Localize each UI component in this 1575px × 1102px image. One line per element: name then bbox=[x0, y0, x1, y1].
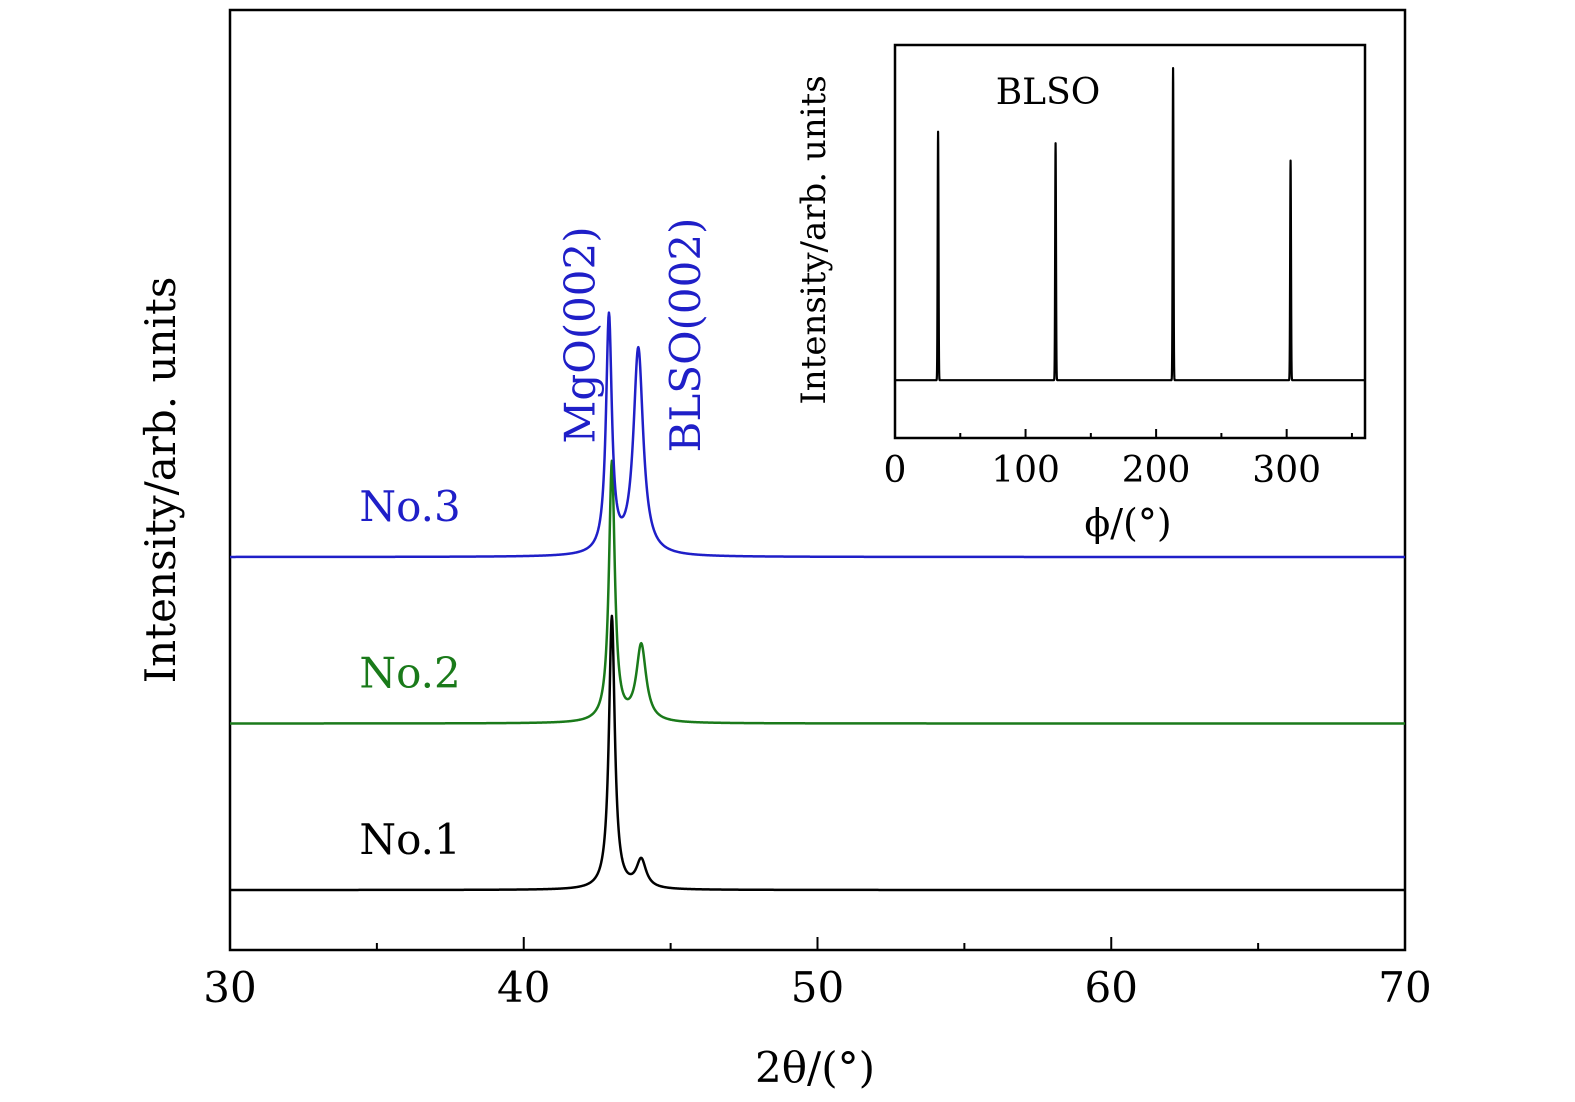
main-x-tick-label: 40 bbox=[497, 963, 550, 1012]
main-chart: 30 40 50 60 70 No.1 No.2 No.3 MgO(002) BLSO(002… bbox=[136, 8, 1432, 1092]
main-x-tick-label: 30 bbox=[203, 963, 256, 1012]
inset-x-tick-label: 300 bbox=[1252, 450, 1321, 491]
inset-x-axis-label: ϕ/(°) bbox=[1084, 501, 1171, 545]
inset-series-line bbox=[894, 67, 1366, 382]
main-annotations: MgO(002) BLSO(002) bbox=[555, 218, 710, 453]
series-label: No.2 bbox=[359, 649, 460, 698]
inset-x-ticks: 0 100 200 300 bbox=[884, 429, 1353, 491]
peak-annotation: BLSO(002) bbox=[661, 218, 710, 453]
main-x-ticks: 30 40 50 60 70 bbox=[203, 937, 1432, 1012]
series-label: No.3 bbox=[359, 482, 460, 531]
inset-y-axis-label: Intensity/arb. units bbox=[794, 75, 834, 404]
inset-x-tick-label: 0 bbox=[884, 450, 907, 491]
inset-series-group bbox=[894, 67, 1366, 382]
peak-annotation: MgO(002) bbox=[555, 226, 604, 443]
main-series-labels: No.1 No.2 No.3 bbox=[359, 482, 460, 864]
inset-x-tick-label: 200 bbox=[1122, 450, 1191, 491]
main-series-line bbox=[229, 459, 1406, 725]
main-series-line bbox=[229, 311, 1406, 559]
main-x-tick-label: 70 bbox=[1378, 963, 1431, 1012]
main-x-tick-label: 60 bbox=[1085, 963, 1138, 1012]
main-series-line bbox=[229, 614, 1406, 892]
inset-x-tick-label: 100 bbox=[991, 450, 1060, 491]
inset-plot-frame bbox=[893, 43, 1367, 440]
main-series-group bbox=[229, 311, 1406, 892]
main-y-axis-label: Intensity/arb. units bbox=[136, 277, 185, 684]
series-label: No.1 bbox=[359, 815, 460, 864]
inset-chart: 0 100 200 300 BLSO ϕ/(°) Intensity/arb. uni… bbox=[794, 43, 1367, 545]
inset-title: BLSO bbox=[996, 72, 1101, 113]
main-x-tick-label: 50 bbox=[791, 963, 844, 1012]
main-x-axis-label: 2θ/(°) bbox=[755, 1043, 875, 1092]
